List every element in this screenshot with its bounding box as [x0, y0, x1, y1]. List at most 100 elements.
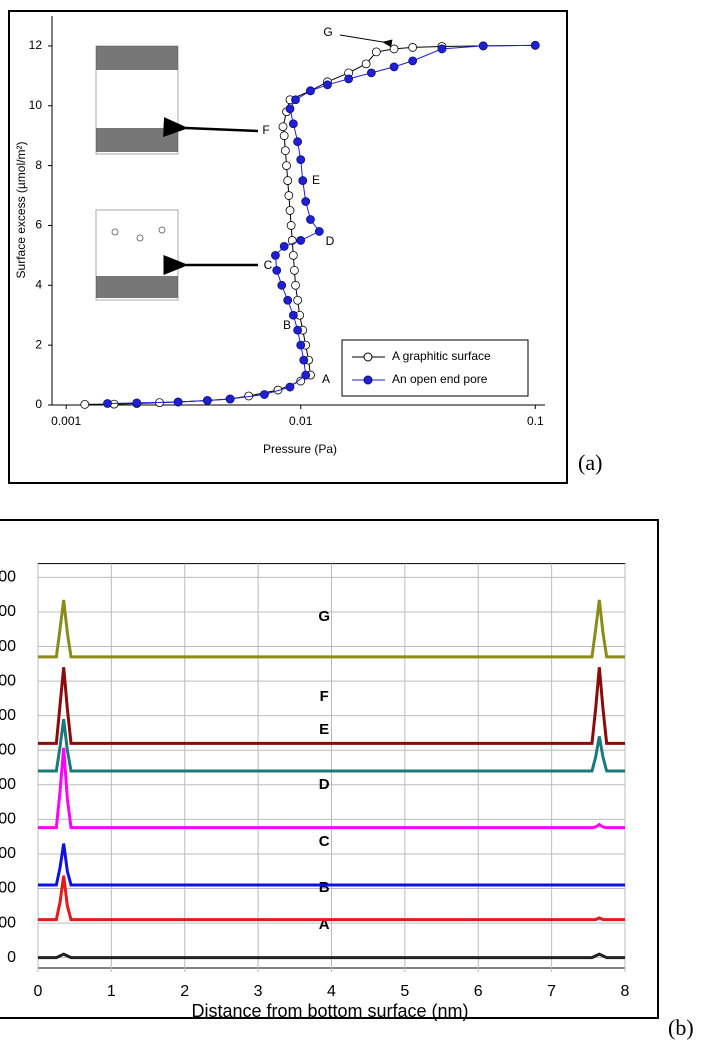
series-label: E	[319, 721, 329, 738]
annotation: F	[262, 123, 269, 137]
y-tick-label: 00	[0, 569, 16, 586]
y-tick-label: 12	[29, 38, 43, 52]
x-tick-label: 3	[254, 983, 263, 1000]
x-axis-label: Distance from bottom surface (nm)	[191, 1001, 468, 1021]
y-tick-label: 00	[0, 776, 16, 793]
data-point	[409, 57, 417, 65]
y-tick-label: 00	[0, 672, 16, 689]
data-point	[174, 398, 182, 406]
y-tick-label: 0	[7, 949, 16, 966]
series-label: B	[319, 879, 330, 896]
data-point	[284, 177, 292, 185]
panel-frame	[0, 520, 658, 1018]
data-point	[438, 45, 446, 53]
data-point	[297, 156, 305, 164]
page: (a)0246810120.0010.010.1Pressure (Pa)Sur…	[0, 0, 701, 1048]
data-point	[292, 281, 300, 289]
data-point	[103, 400, 111, 408]
y-tick-label: 00	[0, 880, 16, 897]
x-tick-label: 1	[107, 983, 116, 1000]
data-point	[287, 221, 295, 229]
inset-pore-partial	[96, 210, 178, 300]
data-point	[302, 371, 310, 379]
annotation: A	[322, 372, 330, 386]
x-tick-label: 0	[34, 983, 43, 1000]
data-point	[260, 391, 268, 399]
y-tick-label: 00	[0, 603, 16, 620]
data-point	[300, 356, 308, 364]
data-point	[299, 177, 307, 185]
series-label: D	[319, 776, 330, 793]
x-tick-label: 0.001	[51, 414, 81, 428]
annotation-arrow	[340, 35, 383, 42]
data-point	[289, 251, 297, 259]
data-point	[323, 81, 331, 89]
data-point	[271, 251, 279, 259]
x-tick-label: 0.1	[527, 414, 544, 428]
inset-pore-full	[96, 46, 178, 154]
data-point	[531, 41, 539, 49]
legend-label: An open end pore	[392, 372, 488, 386]
data-point	[273, 266, 281, 274]
legend-marker	[364, 353, 372, 361]
data-point	[306, 87, 314, 95]
data-point	[81, 400, 89, 408]
data-point	[280, 132, 288, 140]
data-point	[390, 63, 398, 71]
data-point	[283, 162, 291, 170]
data-point	[290, 266, 298, 274]
y-tick-label: 0	[35, 397, 42, 411]
data-point	[302, 198, 310, 206]
data-point	[390, 45, 398, 53]
data-point	[285, 192, 293, 200]
data-point	[226, 395, 234, 403]
x-tick-label: 4	[327, 983, 336, 1000]
y-axis-label: Surface excess (µmol/m²)	[14, 142, 28, 279]
data-point	[409, 43, 417, 51]
data-point	[294, 296, 302, 304]
data-point	[297, 236, 305, 244]
data-point	[284, 296, 292, 304]
annotation: D	[326, 234, 335, 248]
annotation: E	[312, 173, 320, 187]
data-point	[281, 147, 289, 155]
x-tick-label: 7	[547, 983, 556, 1000]
y-tick-label: 4	[35, 277, 42, 291]
y-tick-label: 10	[29, 98, 43, 112]
panel-label: (b)	[668, 1015, 694, 1040]
legend-label: A graphitic surface	[392, 349, 491, 363]
data-point	[280, 242, 288, 250]
y-tick-label: 00	[0, 914, 16, 931]
data-point	[479, 42, 487, 50]
data-point	[289, 120, 297, 128]
data-point	[286, 207, 294, 215]
y-tick-label: 2	[35, 337, 42, 351]
series-label: G	[318, 608, 330, 625]
data-point	[345, 75, 353, 83]
data-point	[278, 281, 286, 289]
annotation-arrow	[186, 128, 258, 131]
y-tick-label: 00	[0, 811, 16, 828]
y-tick-label: 00	[0, 707, 16, 724]
data-point	[306, 215, 314, 223]
x-tick-label: 6	[474, 983, 483, 1000]
annotation: C	[264, 258, 273, 272]
y-tick-label: 8	[35, 158, 42, 172]
y-tick-label: 00	[0, 845, 16, 862]
annotation: B	[283, 318, 291, 332]
series-label: C	[319, 833, 330, 850]
data-point	[362, 60, 370, 68]
data-point	[203, 397, 211, 405]
data-point	[315, 227, 323, 235]
data-point	[297, 341, 305, 349]
data-point	[367, 69, 375, 77]
x-tick-label: 0.01	[289, 414, 313, 428]
data-point	[133, 399, 141, 407]
data-point	[294, 326, 302, 334]
data-point	[292, 96, 300, 104]
legend-marker	[364, 376, 372, 384]
y-tick-label: 00	[0, 638, 16, 655]
x-axis-label: Pressure (Pa)	[263, 442, 337, 456]
data-point	[286, 105, 294, 113]
x-tick-label: 2	[180, 983, 189, 1000]
